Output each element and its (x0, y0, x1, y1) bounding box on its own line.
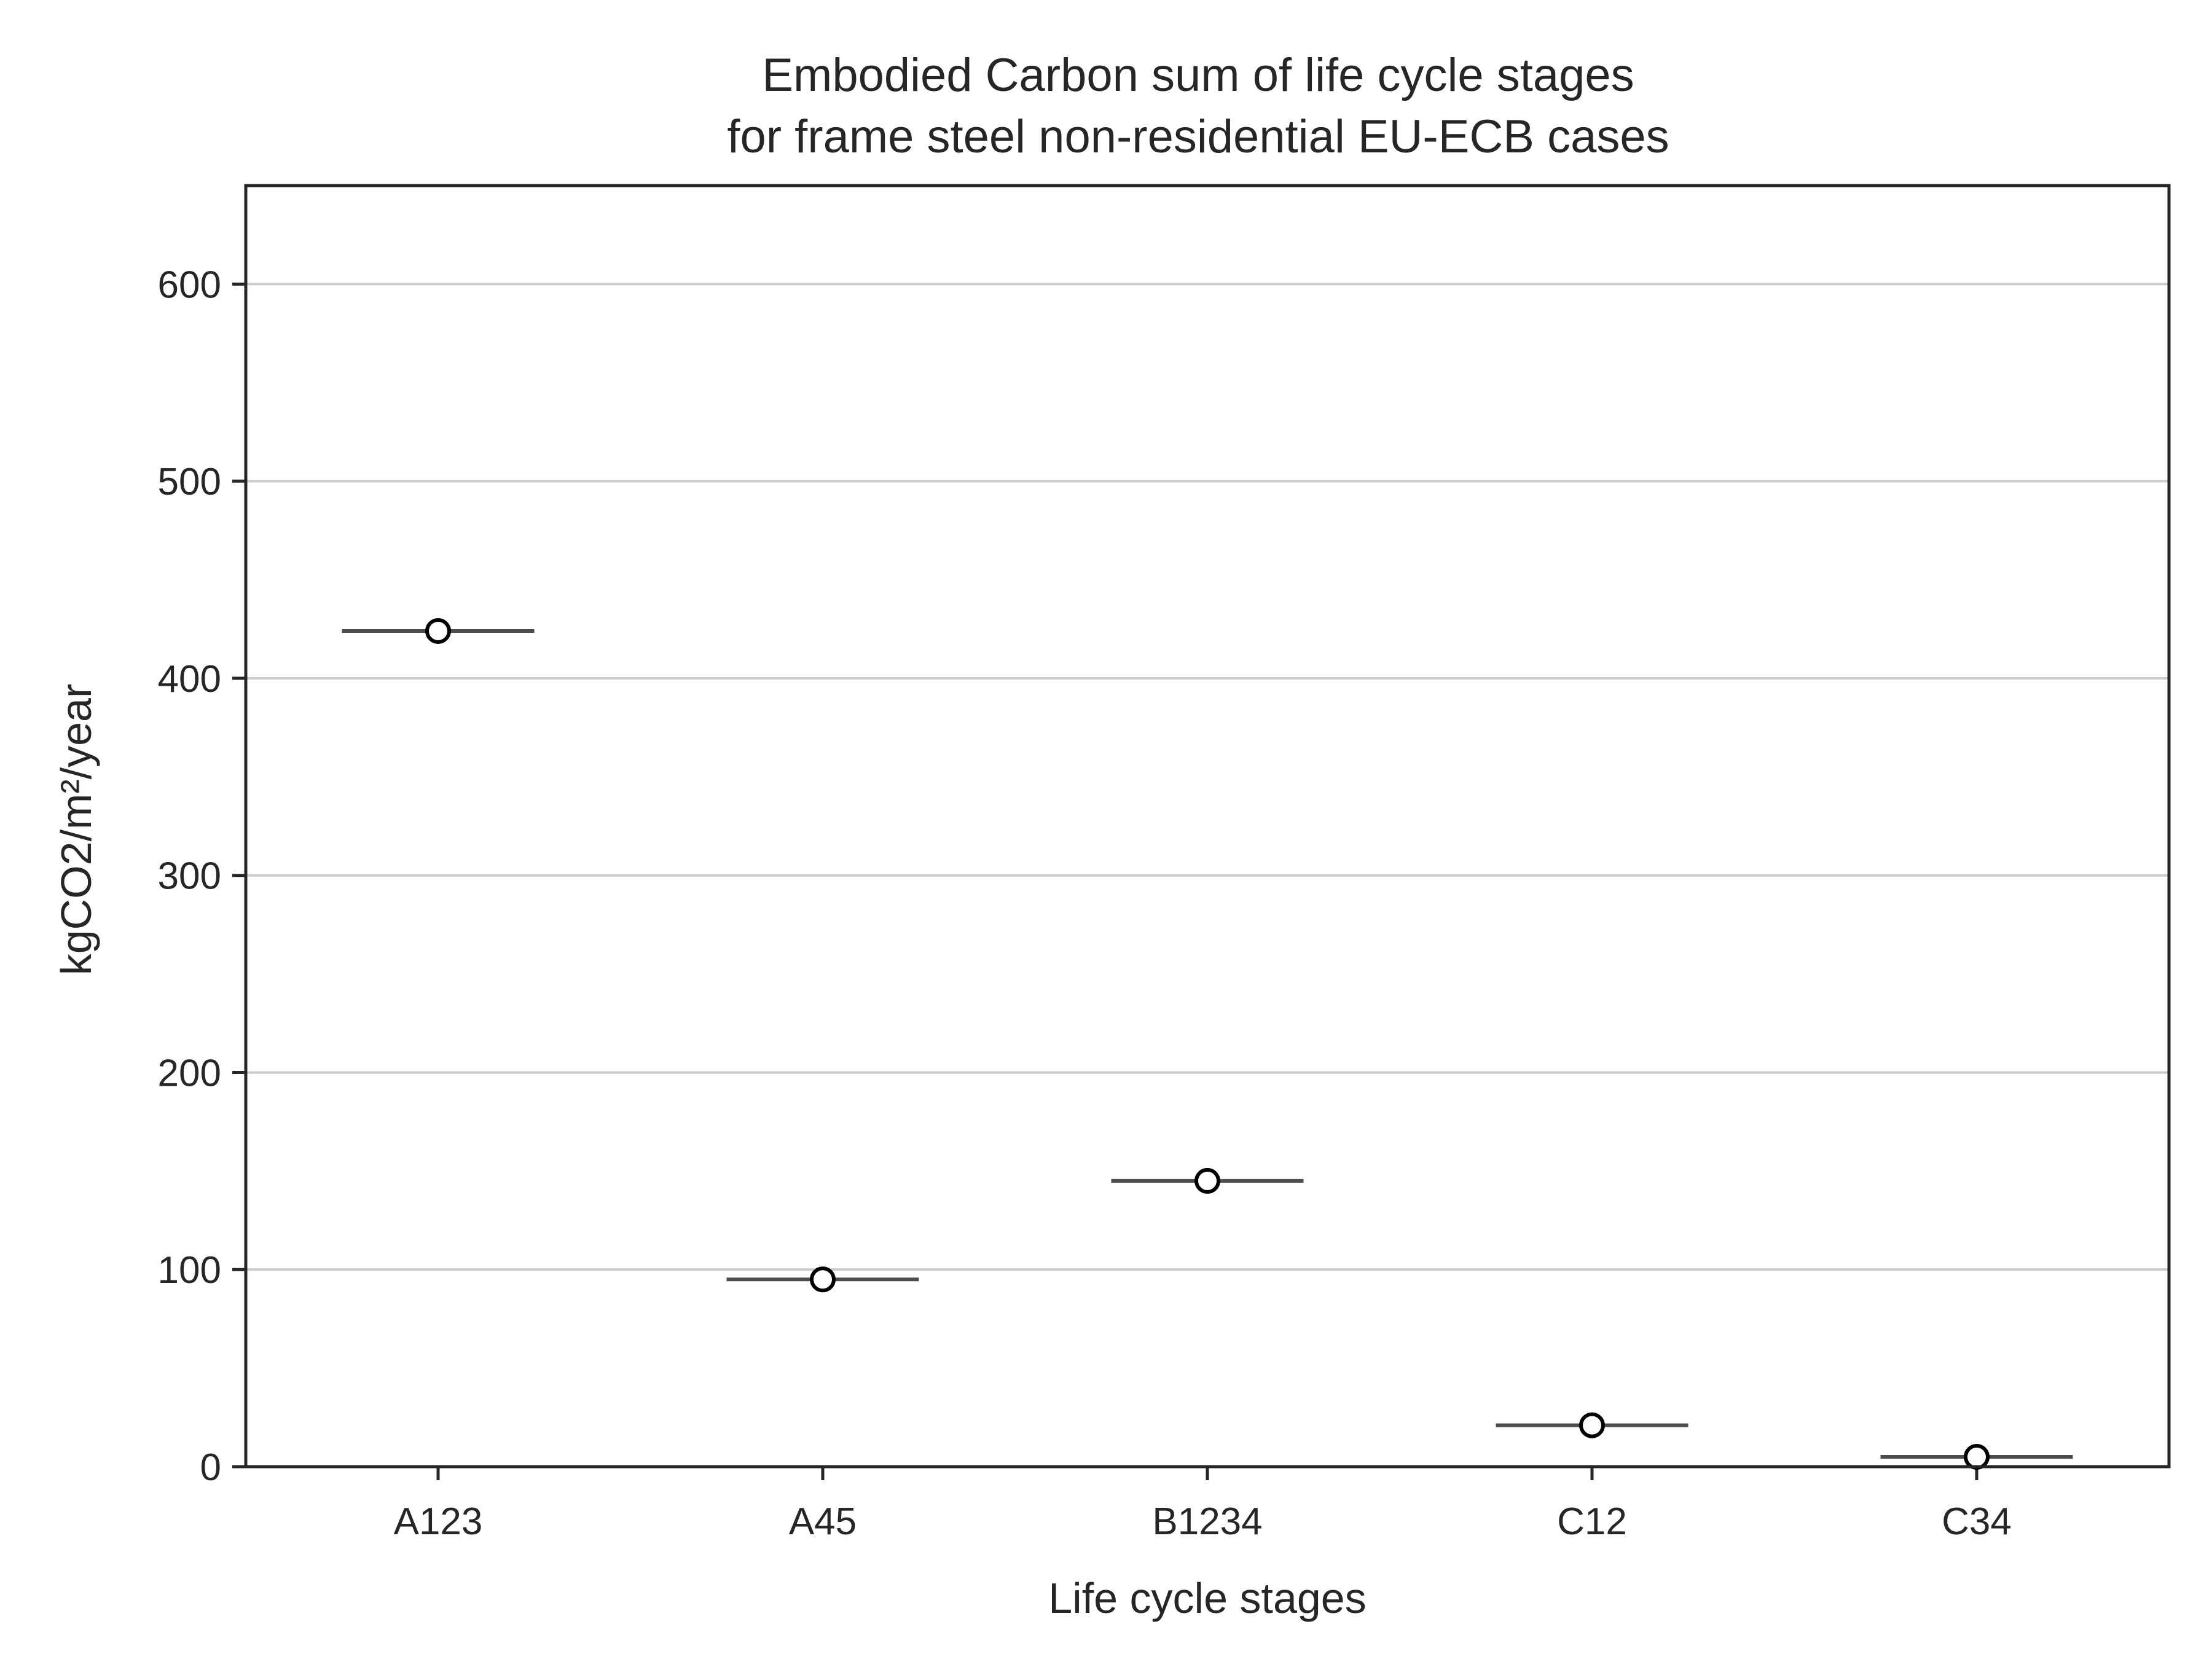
x-axis-label: Life cycle stages (1048, 1574, 1366, 1622)
grid-lines (246, 283, 2169, 1271)
y-axis-label: kgCO2/m²/year (52, 684, 100, 976)
y-tick-label-600: 600 (158, 264, 221, 306)
y-tick-label-500: 500 (158, 461, 221, 503)
chart-title-line-1: Embodied Carbon sum of life cycle stages (762, 49, 1634, 101)
plot-frame (244, 184, 2171, 1469)
x-tick-label-a45: A45 (789, 1500, 857, 1543)
x-axis-ticks: A123 A45 B1234 C12 C34 (394, 1467, 2012, 1543)
chart-title: Embodied Carbon sum of life cycle stages… (727, 49, 1669, 163)
mean-marker-c34 (1964, 1443, 1990, 1470)
y-tick-label-200: 200 (158, 1052, 221, 1094)
mean-marker-a45 (810, 1266, 836, 1293)
y-tick-label-400: 400 (158, 658, 221, 700)
x-tick-label-c34: C34 (1942, 1500, 2012, 1543)
y-axis-ticks: 0 100 200 300 400 500 600 (158, 264, 246, 1489)
y-tick-label-0: 0 (200, 1446, 221, 1489)
x-tick-label-c12: C12 (1557, 1500, 1627, 1543)
x-tick-label-a123: A123 (394, 1500, 483, 1543)
y-tick-label-100: 100 (158, 1249, 221, 1292)
x-tick-label-b1234: B1234 (1152, 1500, 1262, 1543)
y-tick-label-300: 300 (158, 855, 221, 898)
chart-title-line-2: for frame steel non-residential EU-ECB c… (727, 111, 1669, 163)
mean-marker-a123 (425, 618, 451, 644)
mean-marker-b1234 (1194, 1167, 1220, 1194)
data-marks (342, 618, 2073, 1470)
mean-marker-c12 (1579, 1412, 1605, 1438)
